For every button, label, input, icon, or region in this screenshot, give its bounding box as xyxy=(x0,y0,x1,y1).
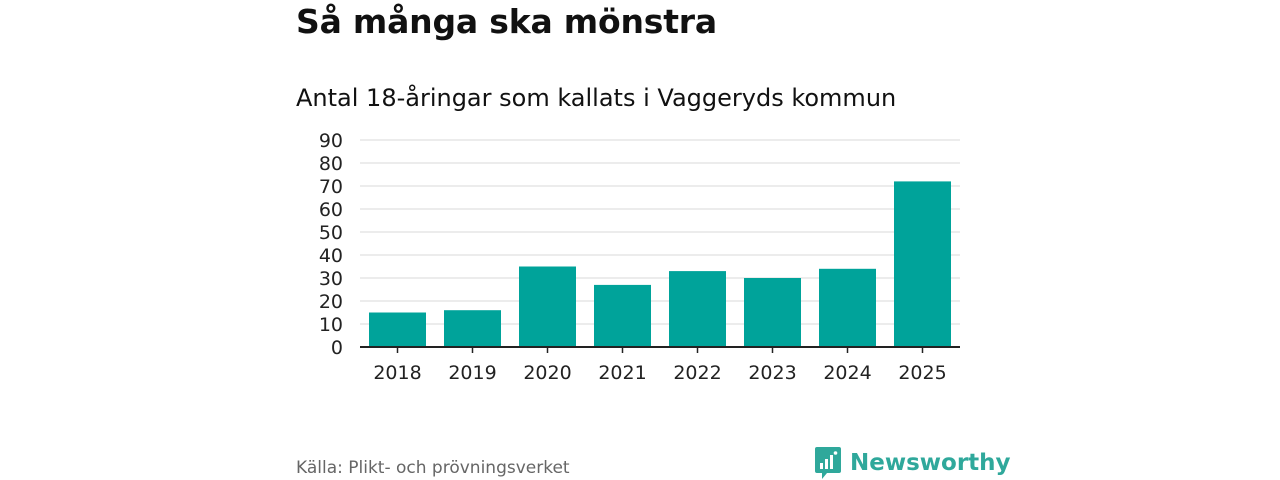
y-tick-label: 30 xyxy=(319,268,343,290)
y-tick-label: 90 xyxy=(319,130,343,152)
bar-2018 xyxy=(369,312,426,347)
x-tick-label: 2023 xyxy=(748,362,796,384)
x-axis-ticks: 2018 2019 2020 2021 2022 2023 2024 2025 xyxy=(373,347,947,384)
y-tick-label: 80 xyxy=(319,153,343,175)
y-tick-label: 0 xyxy=(331,337,343,359)
x-tick-label: 2025 xyxy=(898,362,946,384)
bar-2022 xyxy=(669,271,726,347)
bar-2019 xyxy=(444,310,501,347)
y-tick-label: 60 xyxy=(319,199,343,221)
source-note: Källa: Plikt- och prövningsverket xyxy=(296,458,570,478)
bar-2023 xyxy=(744,278,801,347)
y-tick-label: 70 xyxy=(319,176,343,198)
x-tick-label: 2022 xyxy=(673,362,721,384)
bar-2020 xyxy=(519,266,576,347)
gridlines xyxy=(360,139,960,325)
chart-title: Så många ska mönstra xyxy=(296,2,717,41)
x-tick-label: 2024 xyxy=(823,362,871,384)
y-tick-label: 50 xyxy=(319,222,343,244)
y-tick-label: 20 xyxy=(319,291,343,313)
x-tick-label: 2019 xyxy=(448,362,496,384)
bars xyxy=(369,181,951,347)
x-tick-label: 2021 xyxy=(598,362,646,384)
y-tick-label: 40 xyxy=(319,245,343,267)
bar-2025 xyxy=(894,181,951,347)
brand-logo: Newsworthy xyxy=(814,446,1011,480)
y-tick-label: 10 xyxy=(319,314,343,336)
bar-chart-speech-bubble-icon xyxy=(815,447,841,479)
x-tick-label: 2018 xyxy=(373,362,421,384)
chart-subtitle: Antal 18-åringar som kallats i Vaggeryds… xyxy=(296,84,897,112)
bar-2024 xyxy=(819,268,876,347)
bar-2021 xyxy=(594,284,651,347)
x-tick-label: 2020 xyxy=(523,362,571,384)
brand-name: Newsworthy xyxy=(850,450,1011,476)
